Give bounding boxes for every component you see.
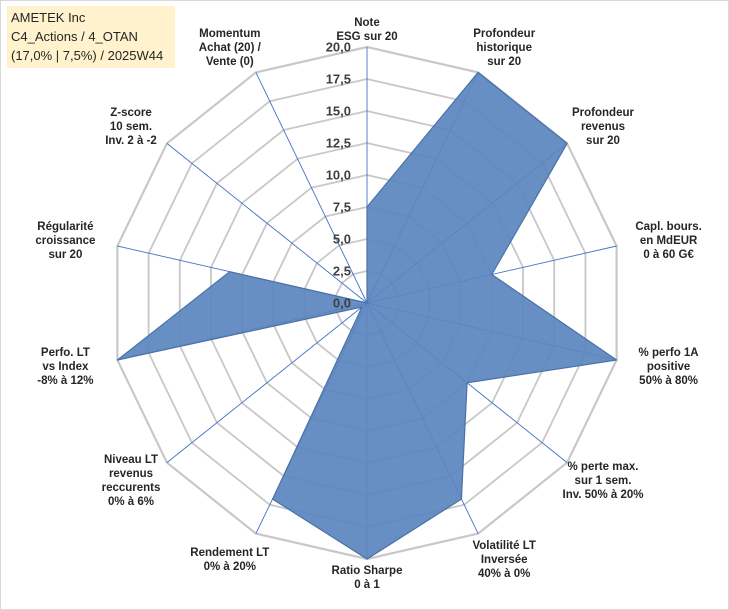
axis-label-line: sur 20 (586, 135, 620, 147)
axis-label-line: Z-score (110, 107, 152, 119)
radar-series (116, 71, 618, 560)
axis-label: Capl. bours. en MdEUR 0 à 60 G€ (635, 221, 701, 261)
radar-axis-labels: Note ESG sur 20 Profondeur historique sur 20… (35, 17, 701, 591)
axis-label-line: 0% à 6% (108, 496, 154, 508)
axis-label-line: Inv. 50% à 20% (563, 489, 644, 501)
axis-label: Profondeur revenus sur 20 (572, 107, 634, 147)
axis-label-line: ESG sur 20 (336, 31, 397, 43)
tick-label: 10,0 (326, 168, 351, 183)
axis-label: Momentum Achat (20) / Vente (0) (199, 28, 262, 68)
tick-label: 12,5 (326, 136, 351, 151)
axis-label-line: historique (476, 42, 532, 54)
info-params: (17,0% | 7,5%) / 2025W44 (11, 48, 164, 63)
axis-label: Volatilité LT Inversée 40% à 0% (472, 540, 535, 580)
axis-label-line: % perfo 1A (639, 347, 699, 359)
axis-spoke (166, 302, 368, 463)
axis-label-line: 0 à 60 G€ (643, 249, 694, 261)
axis-label: Rendement LT 0% à 20% (190, 547, 269, 573)
axis-label-line: Rendement LT (190, 547, 269, 559)
axis-label-line: Vente (0) (206, 56, 254, 68)
axis-label: Régularité croissance sur 20 (35, 221, 95, 261)
info-box: AMETEK Inc C4_Actions / 4_OTAN (17,0% | … (7, 6, 175, 68)
axis-label-line: revenus (581, 121, 625, 133)
axis-label-line: vs Index (42, 361, 89, 373)
radar-ticks: 0,0 2,5 5,0 7,5 10,0 12,5 15,0 17,5 20,0 (326, 40, 351, 311)
axis-label-line: Profondeur (473, 28, 535, 40)
axis-label: Z-score 10 sem. Inv. 2 à -2 (105, 107, 157, 147)
series-area (116, 71, 618, 560)
axis-label: % perte max. sur 1 sem. Inv. 50% à 20% (563, 461, 644, 501)
axis-label-line: positive (647, 361, 690, 373)
tick-label: 0,0 (333, 296, 351, 311)
axis-spoke (166, 143, 368, 304)
axis-label-line: sur 20 (48, 249, 82, 261)
axis-label-line: Profondeur (572, 107, 634, 119)
axis-label-line: revenus (109, 468, 153, 480)
axis-label-line: Achat (20) / (199, 42, 262, 54)
axis-label-line: 0 à 1 (354, 579, 380, 591)
tick-label: 7,5 (333, 200, 351, 215)
axis-label-line: sur 20 (487, 56, 521, 68)
axis-label-line: Capl. bours. (635, 221, 701, 233)
axis-label-line: % perte max. (568, 461, 639, 473)
info-title: AMETEK Inc (11, 10, 86, 25)
axis-label-line: 0% à 20% (204, 561, 256, 573)
axis-label-line: Inv. 2 à -2 (105, 135, 157, 147)
axis-label-line: 40% à 0% (478, 568, 530, 580)
tick-label: 20,0 (326, 40, 351, 55)
axis-label-line: 50% à 80% (639, 375, 698, 387)
axis-label-line: -8% à 12% (37, 375, 93, 387)
tick-label: 15,0 (326, 104, 351, 119)
axis-label-line: Note (354, 17, 380, 29)
axis-label-line: sur 1 sem. (575, 475, 632, 487)
tick-label: 17,5 (326, 72, 351, 87)
axis-label: % perfo 1A positive 50% à 80% (639, 347, 699, 387)
axis-label-line: Momentum (199, 28, 260, 40)
axis-label: Perfo. LT vs Index -8% à 12% (37, 347, 93, 387)
axis-label: Niveau LT revenus reccurents 0% à 6% (102, 454, 161, 508)
axis-spoke (255, 72, 368, 304)
axis-label-line: Inversée (481, 554, 528, 566)
tick-label: 2,5 (333, 264, 351, 279)
axis-label-line: en MdEUR (640, 235, 698, 247)
axis-label-line: reccurents (102, 482, 161, 494)
axis-label-line: Ratio Sharpe (332, 565, 403, 577)
axis-label-line: 10 sem. (110, 121, 152, 133)
axis-label-line: Niveau LT (104, 454, 158, 466)
tick-label: 5,0 (333, 232, 351, 247)
axis-label-line: Volatilité LT (472, 540, 535, 552)
axis-label: Ratio Sharpe 0 à 1 (332, 565, 403, 591)
axis-label: Note ESG sur 20 (336, 17, 397, 43)
axis-label-line: Régularité (37, 221, 93, 233)
axis-label-line: croissance (35, 235, 95, 247)
info-portfolio: C4_Actions / 4_OTAN (11, 29, 138, 44)
axis-label-line: Perfo. LT (41, 347, 90, 359)
axis-label: Profondeur historique sur 20 (473, 28, 535, 68)
